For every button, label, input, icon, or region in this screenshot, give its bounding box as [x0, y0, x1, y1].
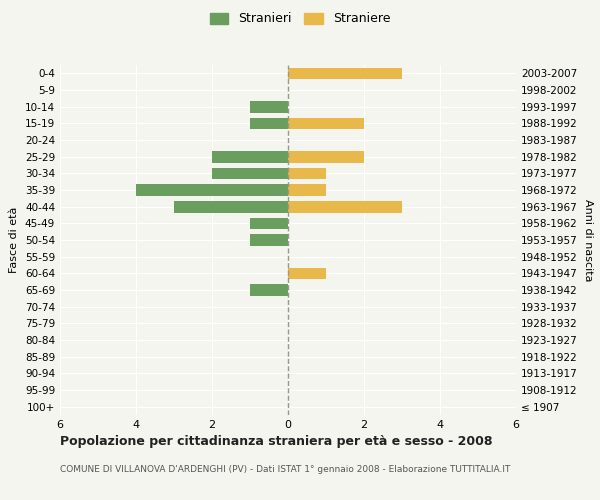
Bar	[288, 168, 326, 179]
Text: COMUNE DI VILLANOVA D'ARDENGHI (PV) - Dati ISTAT 1° gennaio 2008 - Elaborazione : COMUNE DI VILLANOVA D'ARDENGHI (PV) - Da…	[60, 465, 511, 474]
Bar	[288, 201, 402, 212]
Y-axis label: Anni di nascita: Anni di nascita	[583, 198, 593, 281]
Bar	[288, 151, 364, 162]
Legend: Stranieri, Straniere: Stranieri, Straniere	[206, 8, 394, 29]
Bar	[136, 184, 288, 196]
Y-axis label: Fasce di età: Fasce di età	[10, 207, 19, 273]
Bar	[250, 101, 288, 112]
Bar	[288, 118, 364, 129]
Text: Popolazione per cittadinanza straniera per età e sesso - 2008: Popolazione per cittadinanza straniera p…	[60, 435, 493, 448]
Bar	[250, 234, 288, 246]
Bar	[250, 284, 288, 296]
Bar	[212, 151, 288, 162]
Bar	[288, 268, 326, 279]
Bar	[288, 68, 402, 79]
Bar	[250, 218, 288, 229]
Bar	[288, 184, 326, 196]
Bar	[174, 201, 288, 212]
Bar	[250, 118, 288, 129]
Bar	[212, 168, 288, 179]
